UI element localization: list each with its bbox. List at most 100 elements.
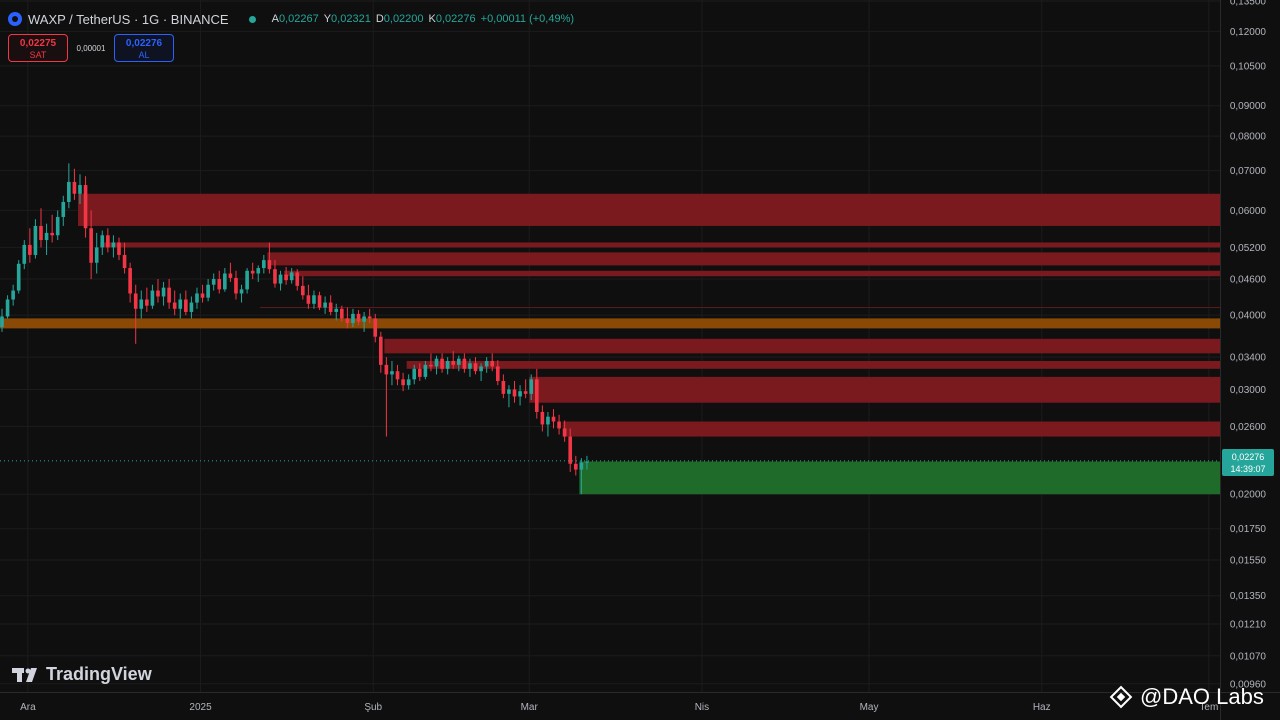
x-tick-label: Ara	[20, 702, 36, 713]
candle-body	[184, 299, 188, 312]
candle-body	[178, 299, 183, 309]
candle-body	[306, 295, 311, 304]
candle-body	[401, 379, 405, 386]
candle-body	[72, 181, 77, 194]
watermark-text: @DAO Labs	[1140, 684, 1264, 709]
candle-body	[512, 389, 517, 397]
ohlc-low: D0,02200	[375, 13, 424, 25]
candle-body	[44, 232, 49, 241]
symbol-header: WAXP / TetherUS · 1G · BINANCE A0,02267 …	[8, 10, 574, 28]
candle-body	[384, 364, 389, 375]
candle-body	[423, 364, 428, 377]
y-tick-label: 0,00960	[1230, 679, 1267, 690]
candle-body	[456, 358, 461, 365]
buy-price: 0,02276	[125, 38, 163, 49]
x-tick-label: Tem	[1199, 702, 1218, 713]
x-tick-label: May	[860, 702, 879, 713]
candle-body	[390, 371, 394, 375]
candle-body	[223, 273, 227, 290]
candle-body	[106, 235, 110, 248]
candle-body	[83, 185, 88, 229]
y-tick-label: 0,05200	[1230, 243, 1267, 254]
candle-body	[128, 268, 132, 294]
candle-body	[217, 279, 222, 290]
candle-body	[495, 366, 500, 382]
candle-body	[0, 316, 4, 328]
candle-body	[585, 461, 589, 463]
candle-body	[239, 289, 244, 294]
candle-body	[267, 260, 272, 270]
y-tick-label: 0,01350	[1230, 591, 1267, 602]
y-tick-label: 0,04000	[1230, 311, 1267, 322]
candle-body	[501, 381, 506, 394]
buy-button[interactable]: 0,02276 AL	[114, 34, 174, 62]
candle-body	[250, 270, 255, 274]
candle-body	[133, 293, 138, 309]
resistance-zone	[529, 376, 1220, 403]
candle-body	[373, 318, 378, 337]
candle-body	[289, 272, 294, 281]
candle-body	[228, 273, 233, 278]
sell-button[interactable]: 0,02275 SAT	[8, 34, 68, 62]
candle-body	[89, 228, 93, 263]
candle-body	[323, 302, 327, 308]
candle-body	[11, 290, 15, 300]
support-zone	[579, 461, 1220, 495]
buy-label: AL	[138, 50, 150, 60]
y-tick-label: 0,02000	[1230, 490, 1267, 501]
candle-body	[39, 225, 43, 241]
candle-body	[334, 308, 339, 312]
market-status-icon	[248, 15, 256, 23]
candle-body	[22, 244, 27, 264]
candle-body	[468, 363, 472, 369]
candle-body	[273, 269, 277, 284]
y-tick-label: 0,06000	[1230, 206, 1267, 217]
candle-body	[356, 313, 361, 322]
candle-body	[100, 235, 105, 248]
candle-body	[28, 244, 32, 255]
candle-body	[367, 316, 372, 319]
ohlc-change: +0,00011 (+0,49%)	[480, 13, 575, 25]
x-tick-label: Nis	[695, 702, 709, 713]
candle-body	[351, 313, 355, 324]
candle-body	[312, 295, 316, 304]
candle-body	[412, 368, 417, 380]
y-tick-label: 0,01750	[1230, 524, 1267, 535]
candle-body	[245, 270, 249, 290]
y-tick-label: 0,12000	[1230, 27, 1267, 38]
candle-body	[156, 290, 160, 297]
resistance-zone	[100, 242, 1221, 248]
candle-body	[573, 463, 578, 470]
candle-body	[440, 358, 444, 369]
spread-value: 0,00001	[76, 43, 106, 53]
candle-body	[161, 287, 166, 297]
candle-body	[206, 284, 210, 298]
sell-price: 0,02275	[19, 38, 57, 49]
candle-body	[540, 411, 545, 425]
candle-body	[551, 416, 556, 422]
candle-body	[122, 254, 127, 269]
y-tick-label: 0,08000	[1230, 132, 1267, 143]
candle-body	[55, 216, 60, 236]
x-tick-label: Haz	[1033, 702, 1051, 713]
candle-body	[462, 358, 467, 369]
candle-body	[579, 462, 584, 470]
y-tick-label: 0,07000	[1230, 166, 1267, 177]
x-tick-label: Şub	[364, 702, 382, 713]
symbol-title[interactable]: WAXP / TetherUS · 1G · BINANCE	[28, 11, 229, 27]
y-tick-label: 0,10500	[1230, 61, 1267, 72]
candle-body	[568, 436, 573, 464]
candle-body	[429, 364, 433, 367]
candle-body	[434, 358, 439, 367]
resistance-zone	[562, 421, 1220, 437]
tradingview-logo[interactable]: TradingView	[12, 664, 152, 685]
candle-body	[5, 299, 10, 317]
sell-label: SAT	[29, 50, 47, 60]
resistance-zone	[267, 252, 1221, 266]
candle-body	[172, 302, 177, 309]
candle-body	[406, 379, 411, 386]
diamond-logo-icon	[1109, 685, 1133, 709]
candle-body	[256, 268, 261, 274]
candle-body	[451, 360, 456, 365]
